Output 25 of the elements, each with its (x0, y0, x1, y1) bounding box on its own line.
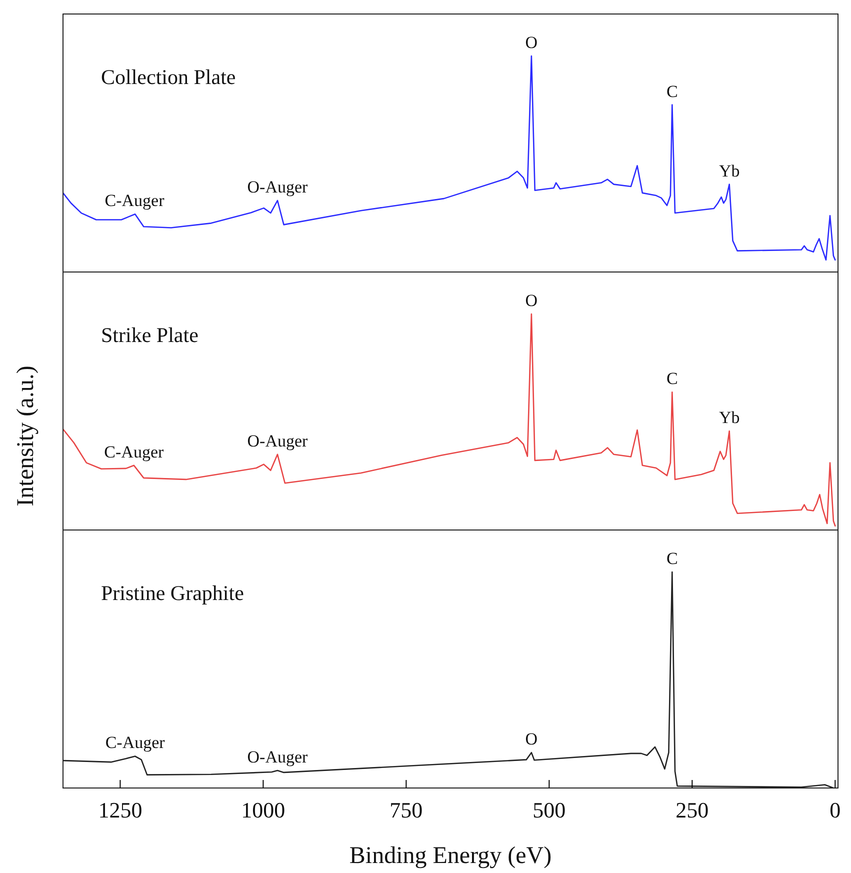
x-tick-label: 500 (532, 798, 566, 823)
chart-title: Pristine Graphite (101, 581, 244, 605)
annotation: O-Auger (247, 178, 308, 197)
annotation: C (666, 549, 678, 568)
annotation: C (666, 369, 678, 388)
text: Collection Plate (101, 65, 236, 89)
y-axis-title: Intensity (a.u.) (13, 366, 39, 506)
annotation: O (525, 730, 538, 749)
annotation: C-Auger (104, 442, 164, 462)
x-tick-label: 1000 (241, 798, 286, 823)
annotation: Yb (718, 408, 740, 428)
x-tick-label: 750 (390, 798, 423, 823)
annotation: Yb (718, 161, 740, 180)
annotation: O-Auger (247, 431, 308, 450)
annotation: O (525, 33, 538, 52)
annotation: C (666, 82, 678, 101)
x-axis-title: Binding Energy (eV) (349, 843, 552, 869)
annotation: O-Auger (247, 748, 308, 767)
chart-title: Strike Plate (101, 323, 198, 347)
x-tick-label: 1250 (98, 798, 142, 823)
x-tick-label: 250 (676, 798, 709, 823)
annotation: O (525, 291, 538, 310)
annotation: C-Auger (104, 191, 165, 210)
x-tick-label: 0 (830, 798, 841, 823)
annotation: C-Auger (105, 733, 166, 752)
